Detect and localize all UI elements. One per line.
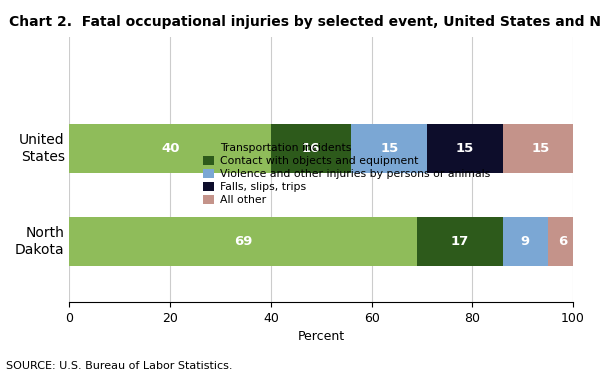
Text: 9: 9 [521,235,530,248]
Text: 40: 40 [161,142,179,155]
Text: Chart 2.  Fatal occupational injuries by selected event, United States and North: Chart 2. Fatal occupational injuries by … [9,15,600,29]
Bar [417,217,503,266]
X-axis label: Percent: Percent [298,330,345,343]
Bar [352,125,427,173]
Legend: Transportation incidents, Contact with objects and equipment, Violence and other: Transportation incidents, Contact with o… [203,143,490,205]
Bar [271,125,352,173]
Bar [70,125,271,173]
Text: 69: 69 [234,235,253,248]
Bar [427,125,503,173]
Bar [548,217,578,266]
Bar [503,125,578,173]
Text: 15: 15 [380,142,398,155]
Text: 15: 15 [455,142,474,155]
Bar [70,217,417,266]
Text: 15: 15 [531,142,550,155]
Text: SOURCE: U.S. Bureau of Labor Statistics.: SOURCE: U.S. Bureau of Labor Statistics. [6,361,233,371]
Text: 6: 6 [559,235,568,248]
Bar [503,217,548,266]
Text: 17: 17 [451,235,469,248]
Text: 16: 16 [302,142,320,155]
